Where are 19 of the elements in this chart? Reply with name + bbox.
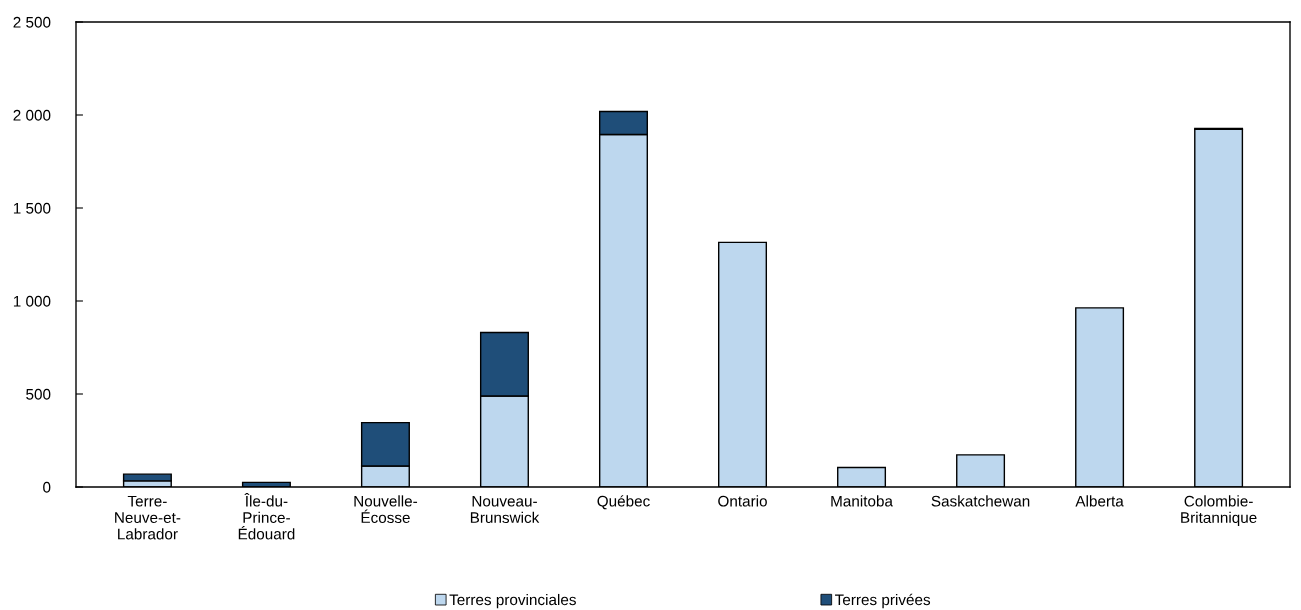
y-tick-label: 1 000 (13, 295, 51, 307)
y-tick-label: 2 500 (13, 16, 51, 28)
x-tick-label: Nouvelle- Écosse (354, 495, 418, 524)
y-tick-label: 1 500 (13, 202, 51, 214)
legend-label: Terres privées (835, 593, 931, 609)
x-tick-label: Manitoba (831, 495, 893, 507)
y-tick-label: 2 000 (13, 109, 51, 121)
x-tick-label: Colombie- Britannique (1181, 495, 1257, 527)
y-tick-label: 0 (43, 481, 51, 493)
x-tick-label: Ontario (718, 495, 767, 507)
y-tick-label: 500 (26, 388, 51, 400)
legend-label: Terres provinciales (449, 593, 576, 609)
x-tick-label: Alberta (1075, 495, 1124, 507)
x-tick-label: Québec (597, 495, 650, 510)
x-tick-label: Île-du- Prince- Édouard (238, 493, 295, 540)
x-tick-label: Terre- Neuve-et- Labrador (115, 495, 181, 540)
x-tick-label: Nouveau- Brunswick (470, 495, 540, 524)
x-tick-label: Saskatchewan (931, 495, 1030, 507)
bar (122, 473, 172, 482)
